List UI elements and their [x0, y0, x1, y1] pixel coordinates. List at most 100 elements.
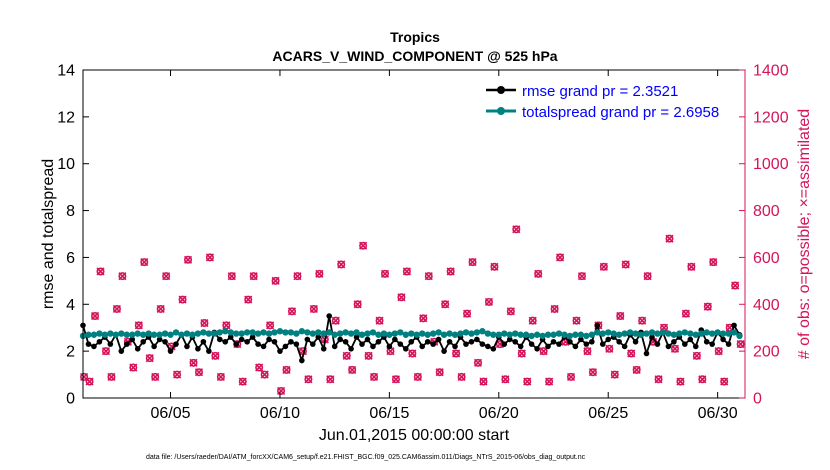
rmse-point [654, 341, 661, 347]
rmse-point [474, 336, 480, 343]
obs-count-marker [638, 316, 647, 325]
rmse-point [222, 338, 229, 345]
obs-count-marker [337, 260, 346, 269]
totalspread-point [161, 330, 169, 337]
rmse-point [91, 343, 97, 350]
totalspread-point [588, 331, 596, 338]
totalspread-point [599, 330, 606, 337]
obs-count-marker [216, 372, 225, 381]
totalspread-point [145, 330, 152, 337]
obs-count-marker [517, 349, 526, 358]
totalspread-point [566, 332, 574, 340]
x-tick-label: 06/30 [698, 405, 738, 422]
rmse-point [293, 341, 300, 347]
rmse-point [649, 334, 655, 340]
obs-count-marker [665, 234, 674, 243]
obs-count-marker [249, 272, 258, 281]
rmse-point [692, 343, 699, 350]
totalspread-point [320, 330, 327, 337]
totalspread-point [435, 329, 442, 336]
rmse-point [277, 348, 283, 354]
rmse-point [463, 341, 469, 347]
obs-count-marker [610, 370, 619, 379]
obs-count-marker [654, 375, 663, 384]
rmse-point [140, 338, 146, 345]
totalspread-point [90, 331, 98, 338]
totalspread-point [172, 329, 180, 336]
rmse-point [315, 334, 322, 340]
series-layer [79, 313, 743, 364]
obs-count-marker [468, 258, 477, 267]
obs-count-marker [572, 316, 581, 325]
totalspread-point [375, 331, 382, 338]
totalspread-point [287, 329, 295, 336]
rmse-point [386, 343, 393, 350]
obs-count-marker [85, 377, 94, 386]
rmse-point [118, 348, 125, 354]
obs-count-marker [413, 372, 422, 381]
obs-count-marker [369, 372, 379, 381]
obs-count-marker [550, 304, 559, 314]
totalspread-point [703, 329, 710, 336]
y2-tick-label: 600 [753, 250, 780, 267]
totalspread-point [107, 330, 114, 337]
rmse-point [299, 357, 305, 364]
totalspread-point [681, 329, 689, 336]
rmse-point [643, 350, 650, 357]
totalspread-point [150, 331, 158, 338]
obs-count-marker [178, 295, 187, 304]
totalspread-point [232, 330, 240, 337]
totalspread-point [222, 328, 229, 335]
totalspread-point [572, 331, 579, 338]
rmse-point [375, 338, 382, 345]
legend: rmse grand pr = 2.3521 totalspread grand… [486, 83, 719, 121]
y-axis-label: rmse and totalspread [40, 159, 57, 309]
rmse-point [309, 341, 316, 347]
chart-title: Tropics [390, 29, 440, 45]
rmse-point [578, 336, 584, 343]
totalspread-point [583, 332, 590, 340]
y2-axis-ticks: 0 200 400 600 800 1000 1200 1400 [739, 63, 789, 408]
totalspread-point [358, 331, 366, 338]
totalspread-point [555, 330, 563, 337]
totalspread-point [429, 330, 437, 337]
rmse-point [594, 322, 601, 329]
obs-count-marker [173, 370, 182, 379]
totalspread-point [440, 331, 448, 338]
obs-count-marker [501, 375, 510, 384]
rmse-point [156, 336, 163, 343]
obs-count-marker [162, 272, 171, 281]
rmse-point [348, 346, 354, 352]
y2-tick-label: 1400 [753, 63, 789, 80]
rmse-point [304, 336, 311, 343]
obs-count-marker [134, 321, 143, 330]
obs-count-marker [692, 351, 701, 360]
totalspread-point [451, 331, 459, 338]
totalspread-point [615, 331, 623, 338]
obs-count-marker [670, 344, 680, 353]
totalspread-point [216, 329, 223, 336]
rmse-point [282, 343, 289, 350]
obs-count-marker [583, 347, 592, 356]
obs-count-marker [709, 258, 718, 267]
obs-count-marker [375, 316, 384, 325]
legend-spread-marker [497, 107, 505, 115]
rmse-point [288, 338, 294, 345]
obs-count-marker [293, 272, 302, 281]
totalspread-point [249, 329, 256, 336]
totalspread-point [336, 330, 344, 337]
obs-count-marker [539, 347, 548, 356]
obs-count-marker [616, 311, 625, 321]
obs-count-marker [446, 267, 455, 276]
rmse-point [599, 341, 606, 347]
rmse-point [392, 336, 398, 343]
rmse-point [506, 336, 513, 343]
totalspread-point [522, 331, 530, 338]
obs-count-marker [205, 253, 214, 262]
totalspread-point [134, 330, 141, 337]
obs-count-marker [282, 365, 291, 374]
obs-count-marker [353, 300, 362, 309]
obs-count-marker [457, 372, 466, 381]
y2-tick-label: 800 [753, 203, 780, 220]
rmse-point [517, 343, 524, 350]
